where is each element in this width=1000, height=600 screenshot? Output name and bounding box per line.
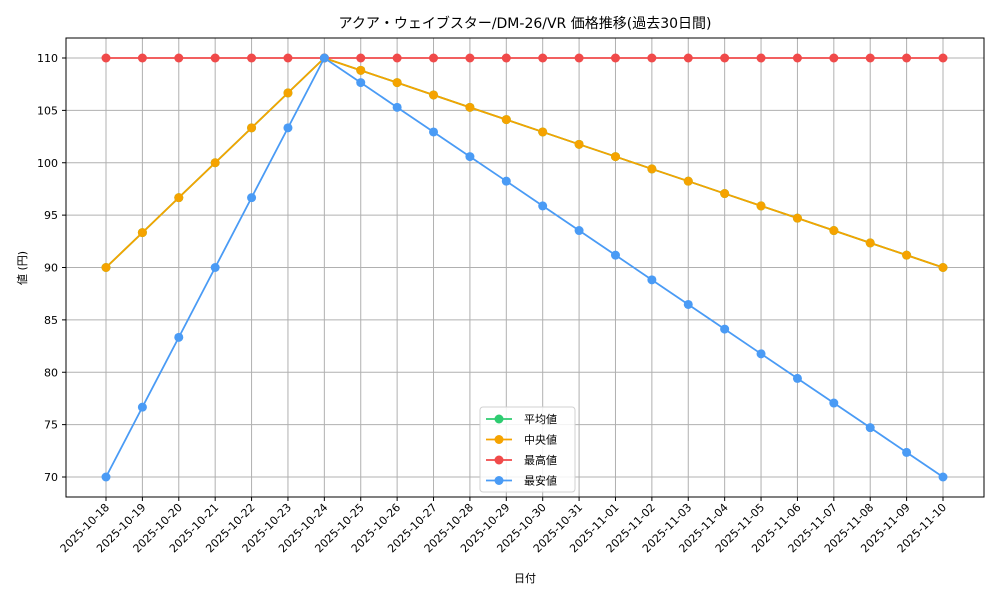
legend-item: 中央値	[486, 434, 557, 447]
y-axis-ticks: 70 75 80 85 90 95 100 105 110	[37, 52, 66, 484]
y-tick-label: 90	[44, 262, 58, 275]
y-tick-label: 75	[44, 419, 58, 432]
y-tick-label: 100	[37, 157, 58, 170]
plot-series	[101, 53, 948, 482]
legend-label: 最高値	[524, 453, 557, 467]
legend-box	[479, 406, 576, 493]
legend-label: 中央値	[524, 434, 557, 447]
series-line	[101, 53, 948, 272]
series-line	[101, 53, 948, 63]
y-tick-label: 80	[44, 366, 58, 379]
x-axis-ticks: 2025-10-182025-10-192025-10-202025-10-21…	[58, 497, 949, 555]
legend-label: 平均値	[524, 413, 557, 426]
y-tick-label: 95	[44, 209, 58, 222]
y-tick-label: 85	[44, 314, 58, 327]
series-line	[101, 53, 948, 482]
y-tick-label: 70	[44, 471, 58, 484]
y-tick-label: 105	[37, 104, 58, 117]
legend-item: 平均値	[486, 413, 557, 426]
legend-item: 最安値	[486, 474, 557, 488]
chart-title: アクア・ウェイブスター/DM-26/VR 価格推移(過去30日間)	[339, 15, 712, 32]
y-axis-label: 値 (円)	[16, 251, 29, 285]
legend-label: 最安値	[524, 474, 557, 488]
x-axis-label: 日付	[514, 572, 536, 585]
legend-item: 最高値	[486, 453, 557, 467]
y-tick-label: 110	[37, 52, 58, 65]
